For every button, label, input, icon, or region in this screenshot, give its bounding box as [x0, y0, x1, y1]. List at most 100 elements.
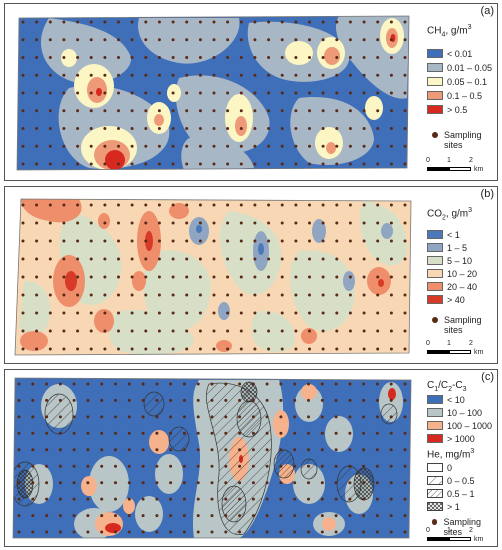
- he-swatch-sparse: [427, 476, 443, 485]
- sampling-site: [76, 20, 80, 24]
- sampling-site: [253, 91, 257, 95]
- sampling-site: [31, 481, 35, 485]
- sampling-site: [144, 144, 148, 148]
- swatch: [427, 395, 443, 404]
- sampling-site: [334, 382, 338, 386]
- sampling-site: [17, 481, 21, 485]
- sampling-site: [62, 162, 66, 166]
- sampling-site: [58, 530, 62, 534]
- sampling-site: [103, 311, 107, 315]
- sampling-site: [226, 239, 230, 243]
- sampling-site: [362, 20, 366, 24]
- sampling-site: [212, 257, 216, 261]
- sampling-site: [376, 293, 380, 297]
- sampling-site: [45, 530, 49, 534]
- sampling-site: [265, 464, 269, 468]
- sampling-site: [348, 20, 352, 24]
- sampling-site: [308, 38, 311, 42]
- sampling-site: [157, 144, 161, 148]
- sampling-site: [403, 398, 407, 402]
- co2-legend: (b) CO2, g/m3 < 1 1 – 5 5 – 10 10 – 20 2…: [421, 187, 497, 363]
- sampling-site: [362, 162, 366, 166]
- sampling-site: [389, 275, 393, 279]
- sampling-site: [21, 144, 25, 148]
- sampling-site: [58, 464, 62, 468]
- sampling-site: [35, 38, 39, 42]
- sampling-site: [294, 73, 298, 77]
- sampling-site: [239, 56, 243, 59]
- sampling-site: [403, 239, 407, 243]
- sampling-site: [308, 221, 311, 225]
- sampling-site: [72, 464, 76, 468]
- sampling-site: [280, 257, 284, 261]
- co2-legend-row-2: 1 – 5: [427, 242, 467, 253]
- sampling-site: [212, 91, 216, 95]
- sampling-site: [267, 293, 271, 297]
- sampling-site: [17, 530, 21, 534]
- sampling-site: [21, 91, 25, 95]
- panel-co2: (b) CO2, g/m3 < 1 1 – 5 5 – 10 10 – 20 2…: [4, 186, 498, 364]
- sampling-site: [212, 203, 216, 207]
- sampling-site: [35, 73, 39, 77]
- sampling-site: [294, 311, 298, 315]
- sampling-site: [117, 91, 120, 95]
- sampling-site: [239, 329, 243, 333]
- panel-letter-a: (a): [480, 5, 494, 17]
- sampling-site: [375, 497, 379, 501]
- sampling-site: [198, 329, 202, 333]
- sampling-site: [321, 347, 325, 351]
- sampling-site: [239, 257, 243, 261]
- sampling-site: [279, 530, 283, 534]
- sampling-site: [321, 329, 325, 333]
- sampling-site: [117, 221, 120, 225]
- sampling-site: [376, 73, 380, 77]
- sampling-site: [114, 382, 117, 386]
- ch4-legend-row-1: < 0.01: [427, 48, 472, 59]
- sampling-site: [62, 127, 66, 130]
- ch4-sites-legend: Sampling sites: [427, 130, 482, 150]
- sampling-site: [35, 329, 39, 333]
- sampling-site: [48, 329, 52, 333]
- sampling-site: [403, 464, 407, 468]
- sampling-site: [100, 514, 104, 518]
- sampling-site: [362, 144, 366, 148]
- sampling-site: [171, 221, 175, 225]
- sampling-site: [320, 431, 324, 435]
- sampling-site: [117, 144, 120, 148]
- he-legend-row-3: 0.5 – 1: [427, 488, 475, 499]
- sampling-site: [389, 329, 393, 333]
- sampling-site: [376, 347, 380, 351]
- panel-letter-b: (b): [480, 188, 494, 200]
- sampling-site: [89, 257, 93, 261]
- sampling-site: [334, 481, 338, 485]
- sampling-site: [72, 481, 76, 485]
- sampling-site: [335, 311, 339, 315]
- sampling-site: [376, 221, 380, 225]
- sampling-site: [72, 448, 76, 452]
- sampling-site: [21, 38, 25, 42]
- sampling-site: [185, 221, 189, 225]
- sampling-site: [226, 91, 230, 95]
- sampling-site: [185, 275, 189, 279]
- sampling-site: [308, 56, 311, 59]
- sampling-site: [86, 382, 90, 386]
- sampling-site: [62, 73, 66, 77]
- sampling-site: [212, 144, 216, 148]
- sampling-site: [117, 162, 120, 166]
- sampling-site: [157, 329, 161, 333]
- sampling-site: [335, 109, 339, 113]
- sampling-site: [144, 329, 148, 333]
- sampling-site: [335, 221, 339, 225]
- he-swatch-dense: [427, 489, 443, 498]
- swatch: [427, 282, 443, 291]
- sampling-site: [265, 415, 269, 419]
- sampling-site: [251, 431, 255, 435]
- sampling-site: [144, 127, 148, 130]
- sampling-site: [21, 275, 25, 279]
- ch4-scale-bar: 0 1 2 km: [426, 157, 484, 173]
- sampling-site: [182, 514, 186, 518]
- sampling-site: [35, 293, 39, 297]
- sampling-site: [171, 91, 175, 95]
- sampling-site: [307, 464, 310, 468]
- sampling-site: [226, 109, 230, 113]
